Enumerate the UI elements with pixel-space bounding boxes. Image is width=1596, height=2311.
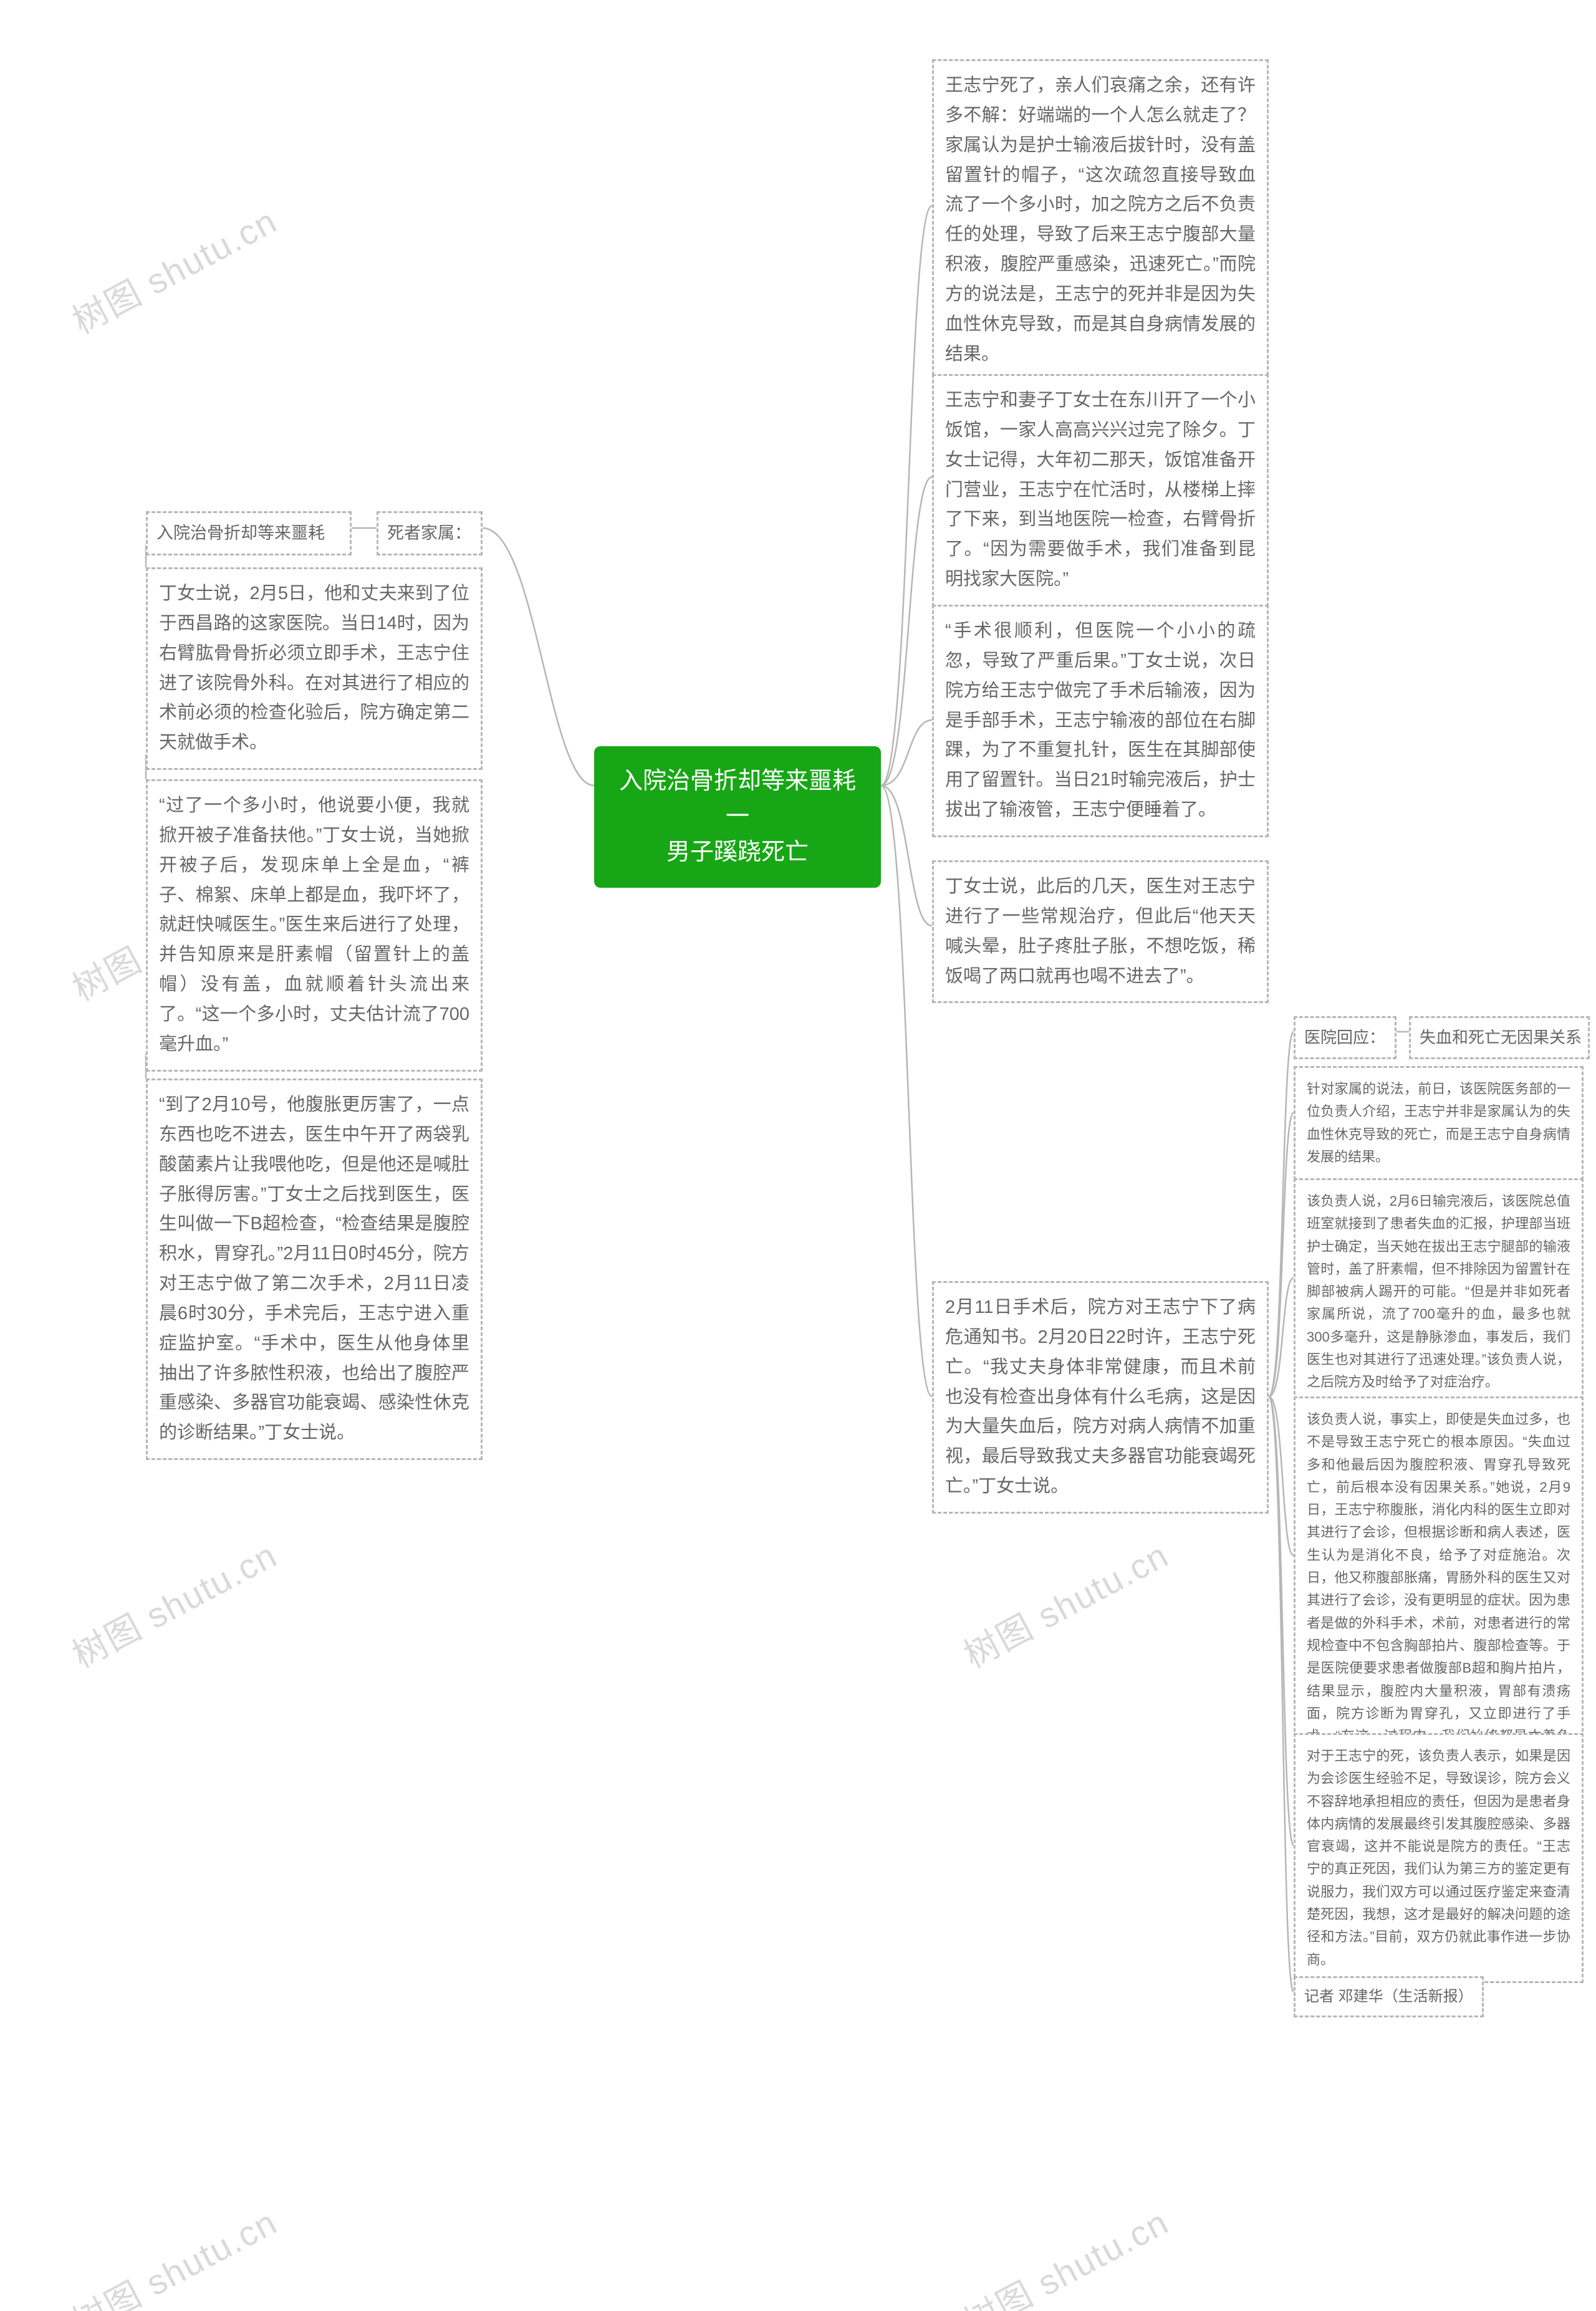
right-sub-label-1[interactable]: 医院回应： xyxy=(1294,1016,1396,1059)
left-branch-label-2[interactable]: 死者家属： xyxy=(377,511,483,555)
right-box-1[interactable]: 王志宁死了，亲人们哀痛之余，还有许多不解：好端端的一个人怎么就走了？家属认为是护… xyxy=(932,59,1269,381)
left-box-2[interactable]: “过了一个多小时，他说要小便，我就掀开被子准备扶他。”丁女士说，当她掀开被子后，… xyxy=(146,779,483,1072)
mindmap-canvas: 树图 shutu.cn 树图 shutu.cn 树图 shutu.cn 树图 shut… xyxy=(0,0,1596,2311)
sub-box-1[interactable]: 针对家属的说法，前日，该医院医务部的一位负责人介绍，王志宁并非是家属认为的失血性… xyxy=(1294,1066,1584,1180)
left-branch-label-1[interactable]: 入院治骨折却等来噩耗 xyxy=(146,511,352,555)
sub-box-3[interactable]: 该负责人说，事实上，即使是失血过多，也不是导致王志宁死亡的根本原因。“失血过多和… xyxy=(1294,1396,1584,1782)
watermark-text: 树图 shutu.cn xyxy=(954,1527,1176,1678)
right-box-2[interactable]: 王志宁和妻子丁女士在东川开了一个小饭馆，一家人高高兴兴过完了除夕。丁女士记得，大… xyxy=(932,374,1269,607)
sub-box-2[interactable]: 该负责人说，2月6日输完液后，该医院总值班室就接到了患者失血的汇报，护理部当班护… xyxy=(1294,1178,1584,1406)
watermark-text: 树图 shutu.cn xyxy=(954,2194,1176,2311)
sub-box-reporter: 记者 邓建华（生活新报） xyxy=(1294,1976,1484,2017)
right-box-4[interactable]: 丁女士说，此后的几天，医生对王志宁进行了一些常规治疗，但此后“他天天喊头晕，肚子… xyxy=(932,860,1269,1003)
root-node[interactable]: 入院治骨折却等来噩耗一男子蹊跷死亡 xyxy=(594,746,881,888)
right-box-3[interactable]: “手术很顺利，但医院一个小小的疏忽，导致了严重后果。”丁女士说，次日院方给王志宁… xyxy=(932,605,1269,837)
right-box-5[interactable]: 2月11日手术后，院方对王志宁下了病危通知书。2月20日22时许，王志宁死亡。“… xyxy=(932,1281,1269,1514)
left-box-3[interactable]: “到了2月10号，他腹胀更厉害了，一点东西也吃不进去，医生中午开了两袋乳酸菌素片… xyxy=(146,1079,483,1460)
left-box-1[interactable]: 丁女士说，2月5日，他和丈夫来到了位于西昌路的这家医院。当日14时，因为右臂肱骨… xyxy=(146,567,483,770)
right-sub-label-2[interactable]: 失血和死亡无因果关系 xyxy=(1409,1016,1590,1059)
sub-box-4[interactable]: 对于王志宁的死，该负责人表示，如果是因为会诊医生经验不足，导致误诊，院方会义不容… xyxy=(1294,1733,1584,1983)
watermark-text: 树图 shutu.cn xyxy=(62,2194,285,2311)
watermark-text: 树图 shutu.cn xyxy=(62,193,285,344)
watermark-text: 树图 shutu.cn xyxy=(62,1527,285,1678)
